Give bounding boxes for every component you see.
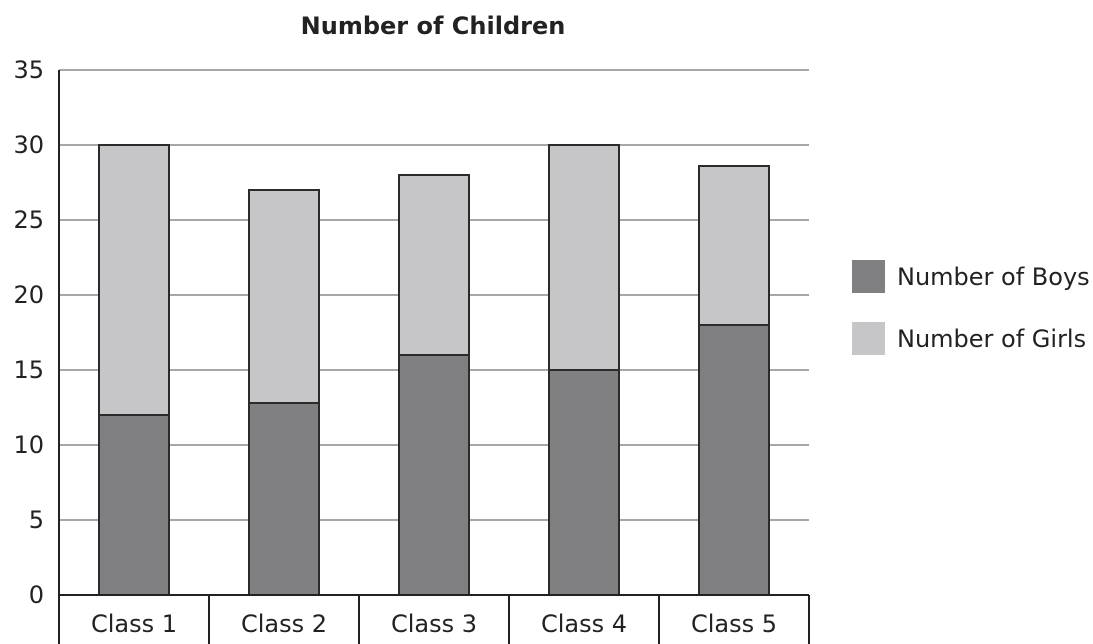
y-tick-label: 30	[13, 131, 44, 159]
y-tick-label: 20	[13, 281, 44, 309]
bar-boys-class-1	[98, 414, 170, 596]
y-axis-tick-labels: 0 5 10 15 20 25 30 35	[13, 56, 44, 609]
y-tick-label: 0	[29, 581, 44, 609]
legend-swatch-boys	[852, 260, 885, 293]
y-tick-label: 10	[13, 431, 44, 459]
bar-girls-class-2	[248, 189, 320, 404]
x-category-label: Class 4	[541, 610, 627, 638]
bar-girls-class-3	[398, 174, 470, 356]
x-category-label: Class 3	[391, 610, 477, 638]
y-tick-label: 15	[13, 356, 44, 384]
bar-boys-class-2	[248, 402, 320, 596]
legend-label-girls: Number of Girls	[897, 325, 1086, 353]
x-axis-category-labels: Class 1 Class 2 Class 3 Class 4 Class 5	[91, 610, 777, 638]
chart-title: Number of Children	[301, 12, 566, 40]
x-category-label: Class 1	[91, 610, 177, 638]
bar-boys-class-5	[698, 324, 770, 596]
x-category-label: Class 5	[691, 610, 777, 638]
bar-girls-class-4	[548, 144, 620, 371]
bar-boys-class-4	[548, 369, 620, 596]
bars	[98, 144, 770, 596]
y-tick-label: 35	[13, 56, 44, 84]
y-tick-label: 5	[29, 506, 44, 534]
bar-boys-class-3	[398, 354, 470, 596]
x-category-label: Class 2	[241, 610, 327, 638]
legend-label-boys: Number of Boys	[897, 263, 1090, 291]
bar-girls-class-5	[698, 165, 770, 326]
legend-swatch-girls	[852, 322, 885, 355]
y-tick-label: 25	[13, 206, 44, 234]
legend: Number of Boys Number of Girls	[852, 260, 1090, 355]
bar-girls-class-1	[98, 144, 170, 416]
axes	[58, 70, 810, 644]
